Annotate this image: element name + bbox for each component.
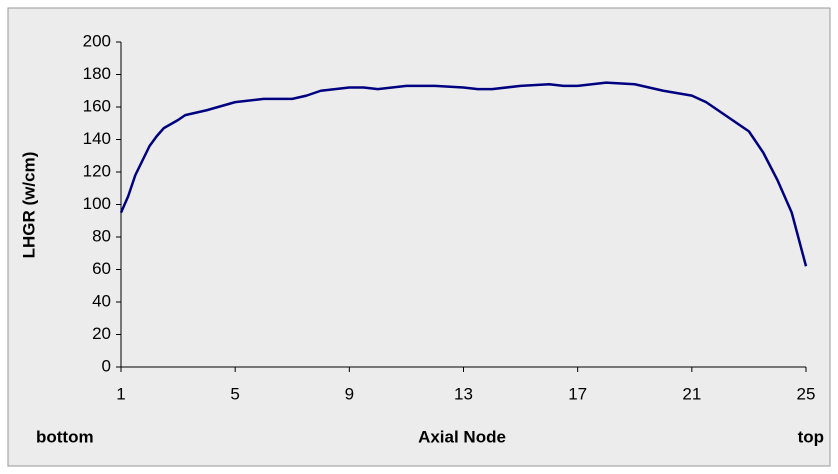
x-axis-label: Axial Node	[418, 427, 506, 446]
y-tick-label: 120	[83, 161, 111, 180]
x-tick-label: 9	[345, 384, 354, 403]
y-axis-label: LHGR (w/cm)	[19, 152, 38, 259]
y-tick-label: 40	[92, 291, 111, 310]
x-tick-label: 1	[116, 384, 125, 403]
y-tick-label: 60	[92, 259, 111, 278]
x-tick-label: 25	[797, 384, 816, 403]
x-tick-label: 17	[568, 384, 587, 403]
annotation: top	[798, 427, 824, 446]
y-tick-label: 20	[92, 324, 111, 343]
y-tick-label: 0	[102, 356, 111, 375]
y-tick-label: 80	[92, 226, 111, 245]
y-tick-label: 100	[83, 194, 111, 213]
plot-area	[121, 42, 806, 367]
y-tick-label: 160	[83, 96, 111, 115]
x-tick-label: 13	[454, 384, 473, 403]
y-tick-label: 140	[83, 129, 111, 148]
y-tick-label: 200	[83, 31, 111, 50]
x-tick-label: 5	[230, 384, 239, 403]
line	[119, 81, 808, 267]
y-tick-label: 180	[83, 64, 111, 83]
annotation: bottom	[36, 427, 94, 446]
x-tick-label: 21	[682, 384, 701, 403]
